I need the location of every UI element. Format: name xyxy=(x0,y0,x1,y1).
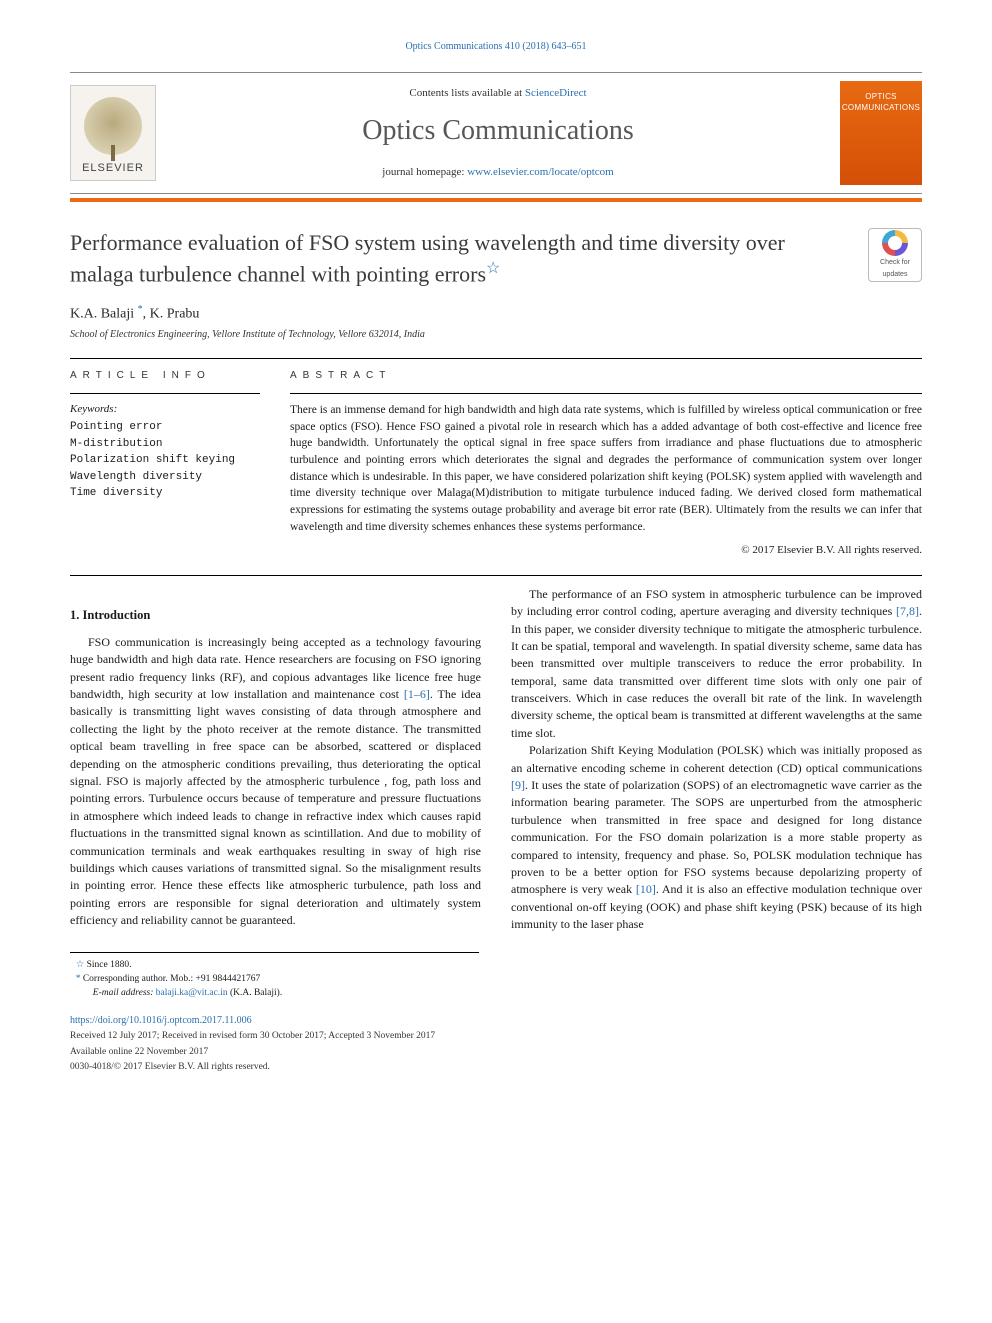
keyword-3: Wavelength diversity xyxy=(70,469,260,486)
affiliation: School of Electronics Engineering, Vello… xyxy=(70,328,922,342)
authors: K.A. Balaji *, K. Prabu xyxy=(70,303,922,324)
title-footnote-marker: ☆ xyxy=(486,260,500,277)
footnote-corr-text: Corresponding author. Mob.: +91 98444217… xyxy=(83,974,260,984)
email-label: E-mail address: xyxy=(93,988,156,998)
contents-prefix: Contents lists available at xyxy=(409,87,524,99)
author-sep: , xyxy=(143,306,150,321)
keyword-0: Pointing error xyxy=(70,419,260,436)
body-p3b: . It uses the state of polarization (SOP… xyxy=(511,778,922,896)
footer-copyright: 0030-4018/© 2017 Elsevier B.V. All right… xyxy=(70,1061,922,1074)
cover-line1: OPTICS xyxy=(840,91,922,102)
history-line2: Available online 22 November 2017 xyxy=(70,1046,922,1059)
author-link-1[interactable]: K.A. Balaji xyxy=(70,306,134,321)
keywords-head: Keywords: xyxy=(70,402,260,417)
running-header: Optics Communications 410 (2018) 643–651 xyxy=(70,40,922,54)
masthead: ELSEVIER Contents lists available at Sci… xyxy=(70,72,922,194)
email-link[interactable]: balaji.ka@vit.ac.in xyxy=(156,988,228,998)
author-link-2[interactable]: K. Prabu xyxy=(150,306,200,321)
title-row: Performance evaluation of FSO system usi… xyxy=(70,228,922,289)
cite-7-8[interactable]: [7,8] xyxy=(896,604,919,618)
body-p2b: . In this paper, we consider diversity t… xyxy=(511,604,922,740)
keyword-1: M-distribution xyxy=(70,436,260,453)
journal-title: Optics Communications xyxy=(168,111,828,150)
info-abstract-row: ARTICLE INFO Keywords: Pointing error M-… xyxy=(70,369,922,559)
article-info-head: ARTICLE INFO xyxy=(70,369,260,383)
body-columns: 1. Introduction FSO communication is inc… xyxy=(70,586,922,934)
publisher-name: ELSEVIER xyxy=(82,161,144,176)
check-updates-badge[interactable]: Check for updates xyxy=(868,228,922,282)
cover-line2: COMMUNICATIONS xyxy=(840,102,922,113)
footnote-star-text: Since 1880. xyxy=(87,960,132,970)
body-p3a: Polarization Shift Keying Modulation (PO… xyxy=(511,743,922,774)
footnotes: ☆ Since 1880. * Corresponding author. Mo… xyxy=(70,952,479,1001)
article-title: Performance evaluation of FSO system usi… xyxy=(70,228,848,289)
footnote-corr: * Corresponding author. Mob.: +91 984442… xyxy=(70,973,479,986)
contents-line: Contents lists available at ScienceDirec… xyxy=(168,86,828,101)
divider-rule-2 xyxy=(70,575,922,576)
body-p1b: . The idea basically is transmitting lig… xyxy=(70,687,481,927)
footnote-star: ☆ Since 1880. xyxy=(70,959,479,972)
cite-9[interactable]: [9] xyxy=(511,778,525,792)
cite-1-6[interactable]: [1–6] xyxy=(404,687,430,701)
journal-cover-thumb: OPTICS COMMUNICATIONS xyxy=(840,81,922,185)
cite-10[interactable]: [10] xyxy=(636,882,656,896)
body-p3: Polarization Shift Keying Modulation (PO… xyxy=(511,742,922,933)
elsevier-tree-icon xyxy=(84,97,142,155)
abstract-head: ABSTRACT xyxy=(290,369,922,383)
check-updates-line1: Check for xyxy=(880,258,910,268)
footnote-email: E-mail address: balaji.ka@vit.ac.in (K.A… xyxy=(70,987,479,1000)
publisher-logo: ELSEVIER xyxy=(70,85,156,181)
section-title: Introduction xyxy=(83,608,151,622)
body-p1: FSO communication is increasingly being … xyxy=(70,634,481,930)
body-p2a: The performance of an FSO system in atmo… xyxy=(511,587,922,618)
doi-link[interactable]: https://doi.org/10.1016/j.optcom.2017.11… xyxy=(70,1014,922,1028)
abstract-rule xyxy=(290,393,922,394)
masthead-center: Contents lists available at ScienceDirec… xyxy=(156,86,840,180)
body-p2: The performance of an FSO system in atmo… xyxy=(511,586,922,743)
crossmark-icon xyxy=(882,230,908,256)
abstract-text: There is an immense demand for high band… xyxy=(290,402,922,535)
check-updates-line2: updates xyxy=(883,270,908,280)
history-line1: Received 12 July 2017; Received in revis… xyxy=(70,1030,922,1043)
keyword-2: Polarization shift keying xyxy=(70,452,260,469)
orange-rule xyxy=(70,198,922,202)
abstract-copyright: © 2017 Elsevier B.V. All rights reserved… xyxy=(290,543,922,558)
sciencedirect-link[interactable]: ScienceDirect xyxy=(525,87,587,99)
abstract-col: ABSTRACT There is an immense demand for … xyxy=(290,369,922,559)
homepage-link[interactable]: www.elsevier.com/locate/optcom xyxy=(467,166,614,178)
article-info-col: ARTICLE INFO Keywords: Pointing error M-… xyxy=(70,369,260,559)
email-suffix: (K.A. Balaji). xyxy=(228,988,283,998)
article-title-text: Performance evaluation of FSO system usi… xyxy=(70,230,785,286)
keyword-4: Time diversity xyxy=(70,485,260,502)
homepage-prefix: journal homepage: xyxy=(382,166,467,178)
section-number: 1. xyxy=(70,608,79,622)
homepage-line: journal homepage: www.elsevier.com/locat… xyxy=(168,165,828,180)
divider-rule xyxy=(70,358,922,359)
info-rule xyxy=(70,393,260,394)
section-1-head: 1. Introduction xyxy=(70,606,481,624)
